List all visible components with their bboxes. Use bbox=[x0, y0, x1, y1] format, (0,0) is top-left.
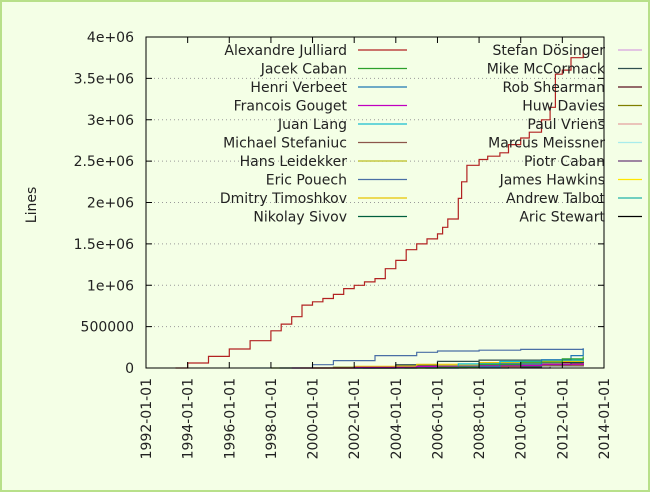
legend-label: Eric Pouech bbox=[266, 173, 347, 189]
legend-label: Nikolay Sivov bbox=[253, 210, 347, 226]
legend-label: Mike McCormack bbox=[487, 62, 606, 78]
y-tick-label: 3.5e+06 bbox=[74, 71, 135, 87]
legend-label: Aric Stewart bbox=[519, 210, 605, 226]
x-tick-label: 2000-01-01 bbox=[306, 378, 322, 459]
legend-label: Juan Lang bbox=[277, 117, 347, 133]
legend-label: Hans Leidekker bbox=[240, 154, 348, 170]
x-tick-label: 2008-01-01 bbox=[472, 378, 488, 459]
x-tick-label: 1994-01-01 bbox=[181, 378, 197, 459]
legend-label: Francois Gouget bbox=[234, 99, 348, 115]
x-tick-label: 1998-01-01 bbox=[264, 378, 280, 459]
legend-label: Jacek Caban bbox=[260, 62, 347, 78]
legend-label: Paul Vriens bbox=[527, 117, 605, 133]
x-tick-label: 1992-01-01 bbox=[139, 378, 155, 459]
legend-label: Alexandre Julliard bbox=[224, 43, 347, 59]
x-tick-label: 2002-01-01 bbox=[347, 378, 363, 459]
x-tick-label: 2010-01-01 bbox=[514, 378, 530, 459]
x-tick-label: 2004-01-01 bbox=[389, 378, 405, 459]
x-axis-ticks: 1992-01-01 1994-01-01 1996-01-01 1998-01-01… bbox=[139, 37, 613, 459]
series-line bbox=[175, 49, 584, 369]
y-tick-label: 0 bbox=[125, 361, 134, 377]
y-axis-ticks: 0 500000 1e+06 1.5e+06 2e+06 2.5e+06 3e+06 3.5e… bbox=[74, 30, 604, 377]
y-tick-label: 500000 bbox=[81, 320, 134, 336]
x-tick-label: 2014-01-01 bbox=[597, 378, 613, 459]
legend-label: Dmitry Timoshkov bbox=[220, 191, 347, 207]
legend-label: Stefan Dösinger bbox=[493, 43, 606, 59]
series-line bbox=[279, 348, 584, 369]
legend-label: Marcus Meissner bbox=[488, 136, 605, 152]
y-tick-label: 1e+06 bbox=[87, 278, 134, 294]
legend-label: Andrew Talbot bbox=[506, 191, 605, 207]
x-tick-label: 2006-01-01 bbox=[430, 378, 446, 459]
legend-label: James Hawkins bbox=[499, 173, 605, 189]
legend-label: Huw Davies bbox=[522, 99, 605, 115]
y-tick-label: 3e+06 bbox=[87, 113, 134, 129]
y-tick-label: 1.5e+06 bbox=[74, 237, 135, 253]
legend-label: Henri Verbeet bbox=[250, 80, 347, 96]
legend-label: Rob Shearman bbox=[502, 80, 605, 96]
y-axis-label: Lines bbox=[24, 187, 40, 223]
x-tick-label: 2012-01-01 bbox=[555, 378, 571, 459]
x-tick-label: 1996-01-01 bbox=[222, 378, 238, 459]
y-tick-label: 2.5e+06 bbox=[74, 154, 135, 170]
legend: Alexandre Julliard Jacek Caban Henri Verbe… bbox=[220, 43, 642, 226]
legend-label: Piotr Caban bbox=[524, 154, 605, 170]
y-tick-label: 2e+06 bbox=[87, 196, 134, 212]
y-tick-label: 4e+06 bbox=[87, 30, 134, 46]
legend-label: Michael Stefaniuc bbox=[223, 136, 347, 152]
